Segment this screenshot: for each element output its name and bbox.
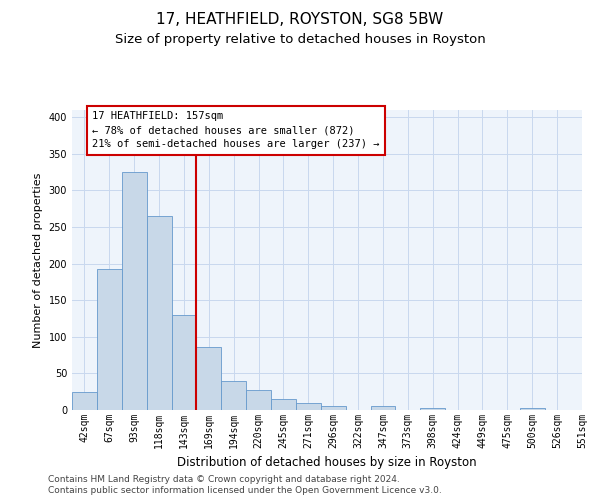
Text: Size of property relative to detached houses in Royston: Size of property relative to detached ho…	[115, 32, 485, 46]
Bar	[221, 380, 246, 410]
Bar	[172, 315, 196, 410]
Text: Contains public sector information licensed under the Open Government Licence v3: Contains public sector information licen…	[48, 486, 442, 495]
Bar	[97, 269, 122, 410]
Text: Contains HM Land Registry data © Crown copyright and database right 2024.: Contains HM Land Registry data © Crown c…	[48, 475, 400, 484]
Text: 17 HEATHFIELD: 157sqm
← 78% of detached houses are smaller (872)
21% of semi-det: 17 HEATHFIELD: 157sqm ← 78% of detached …	[92, 112, 379, 150]
Bar	[72, 392, 97, 410]
X-axis label: Distribution of detached houses by size in Royston: Distribution of detached houses by size …	[177, 456, 477, 469]
Bar	[122, 172, 146, 410]
Bar	[520, 408, 545, 410]
Bar	[420, 408, 445, 410]
Text: 17, HEATHFIELD, ROYSTON, SG8 5BW: 17, HEATHFIELD, ROYSTON, SG8 5BW	[157, 12, 443, 28]
Bar	[196, 347, 221, 410]
Bar	[246, 390, 271, 410]
Y-axis label: Number of detached properties: Number of detached properties	[33, 172, 43, 348]
Bar	[296, 404, 321, 410]
Bar	[321, 406, 346, 410]
Bar	[371, 406, 395, 410]
Bar	[271, 399, 296, 410]
Bar	[146, 216, 172, 410]
